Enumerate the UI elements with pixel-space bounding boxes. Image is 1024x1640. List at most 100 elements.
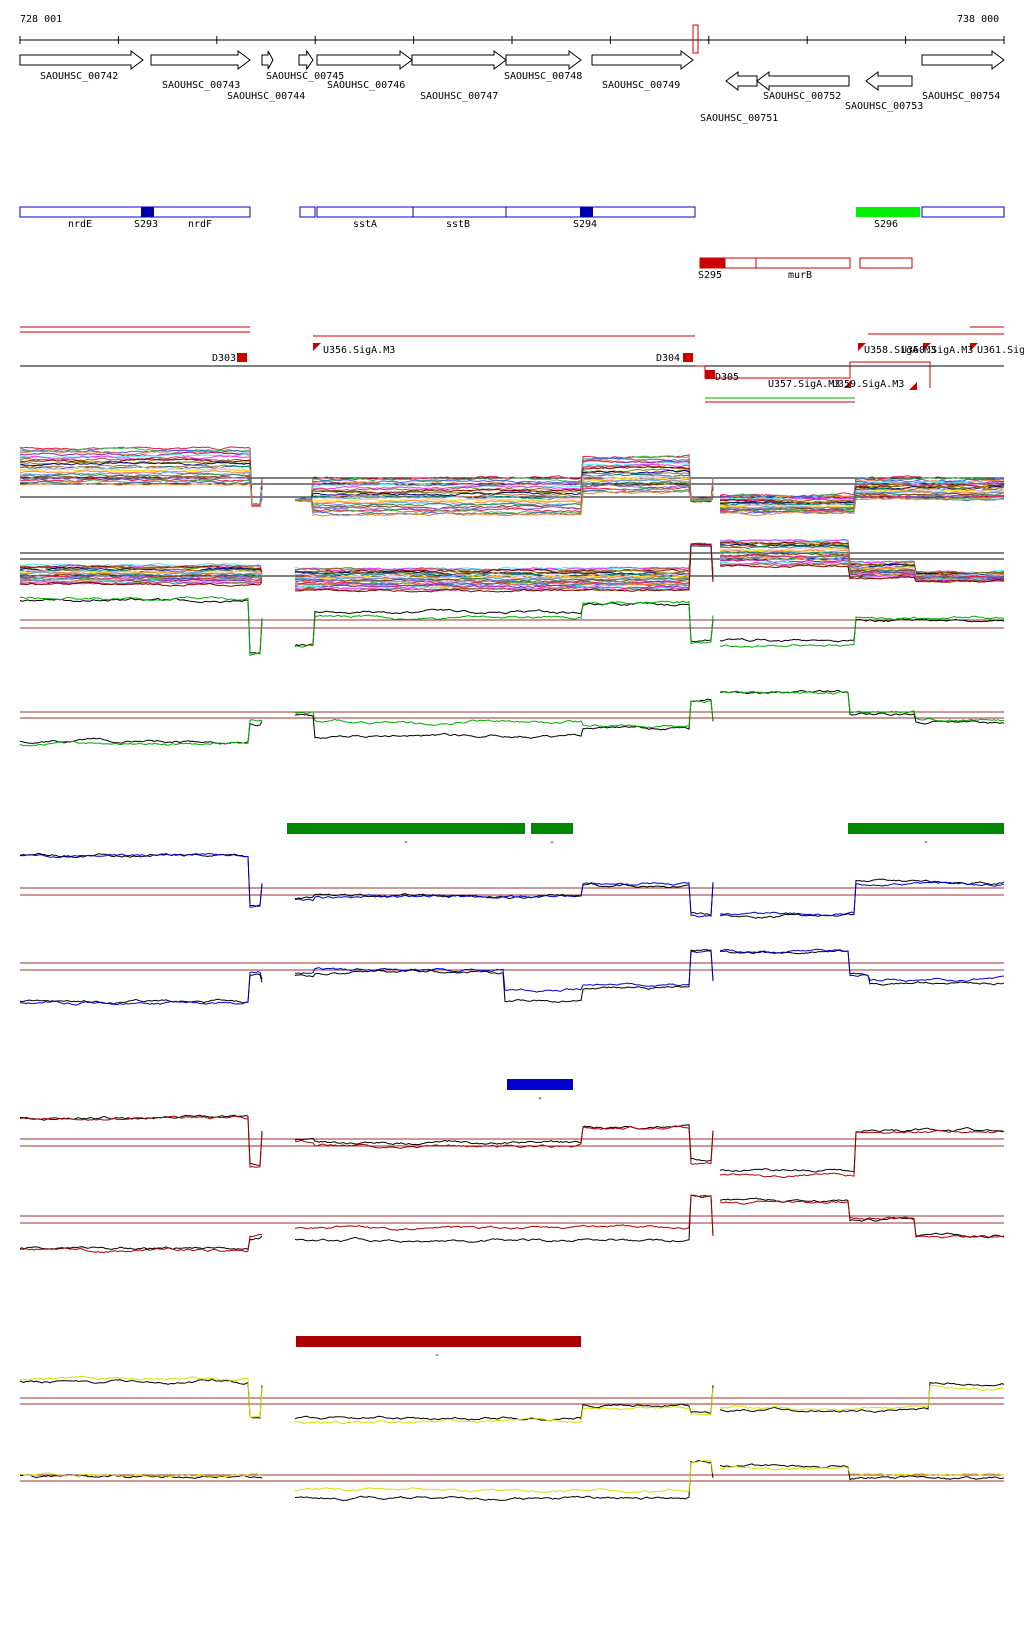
gene-label: SAOUHSC_00745 — [266, 71, 344, 82]
operon-label: S296 — [874, 219, 898, 230]
signal-line — [719, 496, 1005, 514]
signal-line — [19, 852, 263, 908]
gene-label: SAOUHSC_00748 — [504, 71, 582, 82]
gene-arrow[interactable] — [725, 71, 758, 91]
gene-arrow[interactable] — [756, 71, 850, 91]
gene-arrow[interactable] — [298, 49, 314, 71]
tx-marker — [237, 353, 247, 362]
signal-line — [19, 1233, 263, 1254]
region-label: - — [549, 837, 555, 848]
signal-line — [719, 615, 1005, 648]
signal-line — [295, 490, 714, 517]
signal-line — [294, 1459, 714, 1502]
signal-line — [719, 542, 1005, 575]
gene-label: SAOUHSC_00749 — [602, 80, 680, 91]
operon-label: S294 — [573, 219, 597, 230]
gene-label: SAOUHSC_00753 — [845, 101, 923, 112]
signal-line — [294, 543, 714, 593]
region-label: - — [537, 1093, 543, 1104]
tx-label: U356.SigA.M3 — [323, 345, 395, 356]
region-bar-green[interactable] — [287, 823, 525, 834]
region-label: - — [434, 1350, 440, 1361]
operon-marker — [700, 258, 725, 268]
signal-line — [294, 486, 714, 513]
signal-line — [294, 543, 714, 581]
signal-line — [295, 950, 714, 993]
region-bar-blue[interactable] — [507, 1079, 573, 1090]
operon-box[interactable] — [299, 206, 316, 218]
signal-line — [719, 881, 1005, 917]
signal-line — [719, 1384, 1005, 1411]
operon-box[interactable] — [19, 206, 251, 218]
tx-label: U357.SigA.M3 — [768, 379, 840, 390]
operon-label: sstA — [353, 219, 377, 230]
signal-line — [719, 480, 1005, 501]
signal-line — [294, 1194, 714, 1237]
signal-line — [19, 457, 263, 507]
gene-arrow[interactable] — [505, 50, 582, 70]
signal-line — [294, 882, 714, 917]
signal-line — [19, 477, 263, 507]
signal-line — [719, 1197, 1005, 1239]
gene-arrow[interactable] — [921, 50, 1005, 70]
signal-line — [719, 1463, 1005, 1481]
signal-line — [19, 1472, 263, 1478]
tx-label: U358.SigA.M3 — [864, 345, 936, 356]
signal-line — [719, 564, 1005, 583]
gene-label: SAOUHSC_00746 — [327, 80, 405, 91]
signal-line — [294, 698, 714, 739]
operon-label: murB — [788, 270, 812, 281]
signal-line — [719, 489, 1005, 508]
gene-arrow[interactable] — [261, 50, 274, 70]
region-bar-red[interactable] — [296, 1336, 581, 1347]
signal-line — [19, 470, 263, 507]
signal-line — [719, 1129, 1005, 1179]
gene-arrow[interactable] — [150, 50, 251, 70]
signal-line — [719, 948, 1004, 983]
gene-label: SAOUHSC_00747 — [420, 91, 498, 102]
gene-arrow[interactable] — [591, 50, 694, 70]
operon-box[interactable] — [921, 206, 1005, 218]
expression-tracks — [19, 446, 1005, 1502]
signal-line — [719, 1381, 1005, 1413]
signal-line — [294, 471, 714, 502]
signal-line — [19, 453, 263, 506]
tx-label: D305 — [715, 372, 739, 383]
signal-line — [19, 476, 263, 507]
signal-line — [295, 1387, 714, 1425]
signal-line — [294, 469, 714, 502]
signal-line — [294, 1459, 714, 1494]
gene-arrow[interactable] — [316, 50, 413, 70]
gene-arrow[interactable] — [411, 50, 507, 70]
tx-marker — [705, 370, 715, 379]
signal-line — [294, 1194, 714, 1243]
signal-line — [719, 487, 1005, 506]
signal-line — [294, 487, 714, 515]
coordinate-ruler: 728 001 738 000 — [19, 14, 1005, 54]
gene-arrow[interactable] — [865, 71, 913, 91]
signal-line — [19, 973, 263, 1005]
operon-box[interactable] — [859, 257, 913, 269]
signal-line — [294, 464, 714, 503]
region-bar-green[interactable] — [531, 823, 573, 834]
signal-line — [295, 475, 714, 502]
signal-line — [719, 689, 1005, 725]
signal-line — [20, 574, 263, 580]
signal-line — [294, 544, 714, 577]
signal-line — [19, 579, 263, 585]
region-label: - — [403, 837, 409, 848]
signal-line — [19, 1114, 263, 1166]
signal-line — [19, 468, 263, 506]
signal-line — [19, 1235, 263, 1250]
signal-line — [719, 1200, 1005, 1239]
region-bar-green[interactable] — [848, 823, 1004, 834]
signal-line — [19, 461, 263, 505]
signal-line — [19, 1378, 263, 1419]
coord-start: 728 001 — [20, 14, 62, 25]
operon-marker — [580, 207, 593, 217]
signal-line — [294, 544, 714, 590]
gene-arrow[interactable] — [19, 50, 144, 70]
signal-line — [19, 458, 263, 507]
signal-line — [19, 719, 263, 747]
